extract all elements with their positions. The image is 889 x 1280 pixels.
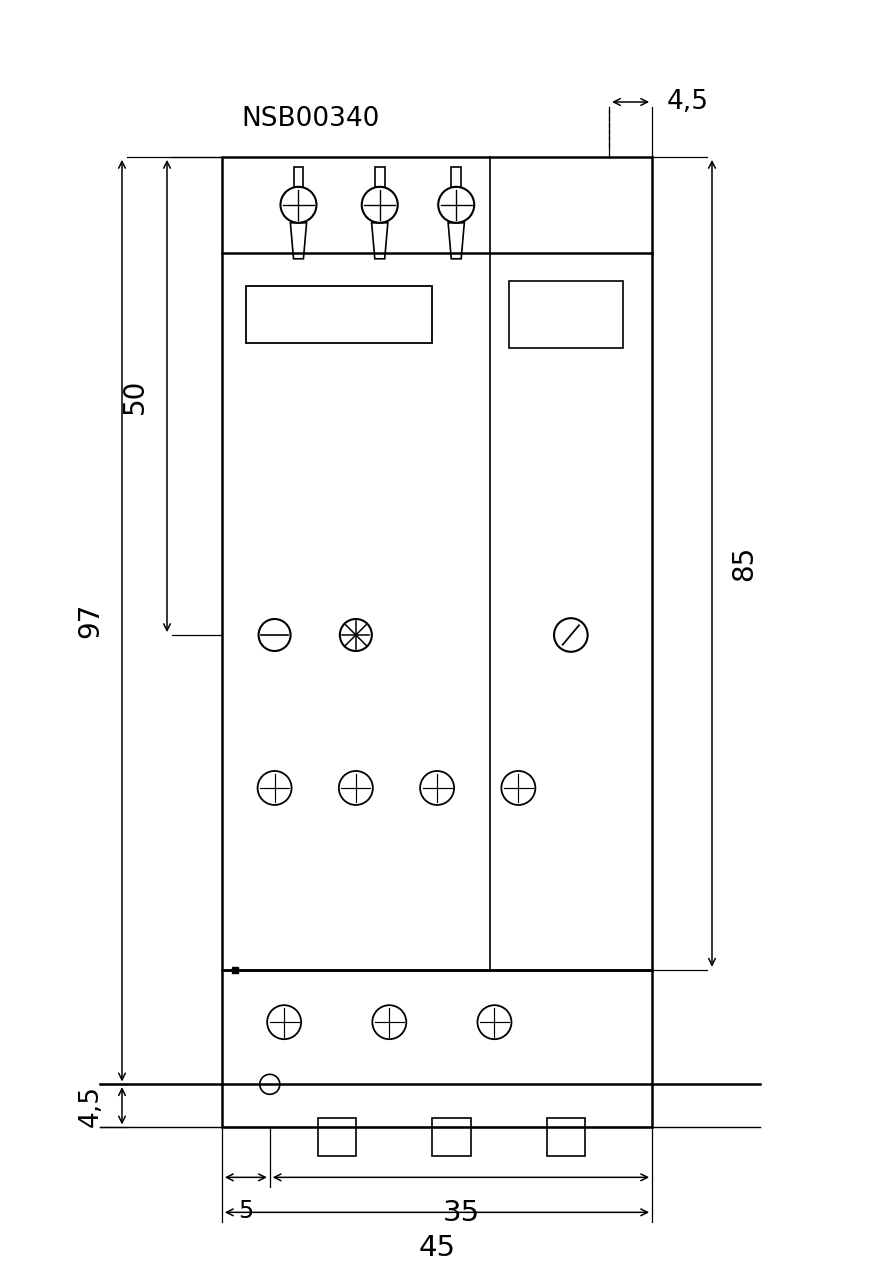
Bar [547,1117,585,1156]
Text: 5: 5 [238,1199,253,1224]
Bar [452,166,461,187]
Bar [293,166,303,187]
Bar [317,1117,356,1156]
Bar [231,966,237,973]
Text: 4,5: 4,5 [667,90,709,115]
Bar [222,970,652,1128]
Bar [246,285,432,343]
Text: 97: 97 [76,603,104,639]
Text: NSB00340: NSB00340 [241,106,380,132]
Text: 85: 85 [730,545,758,581]
Text: 35: 35 [443,1199,479,1228]
Bar [222,157,652,970]
Bar [375,166,385,187]
Text: 4,5: 4,5 [78,1085,104,1126]
Text: 45: 45 [419,1234,455,1262]
Bar [432,1117,470,1156]
Bar [509,282,623,348]
Text: 50: 50 [121,379,149,413]
